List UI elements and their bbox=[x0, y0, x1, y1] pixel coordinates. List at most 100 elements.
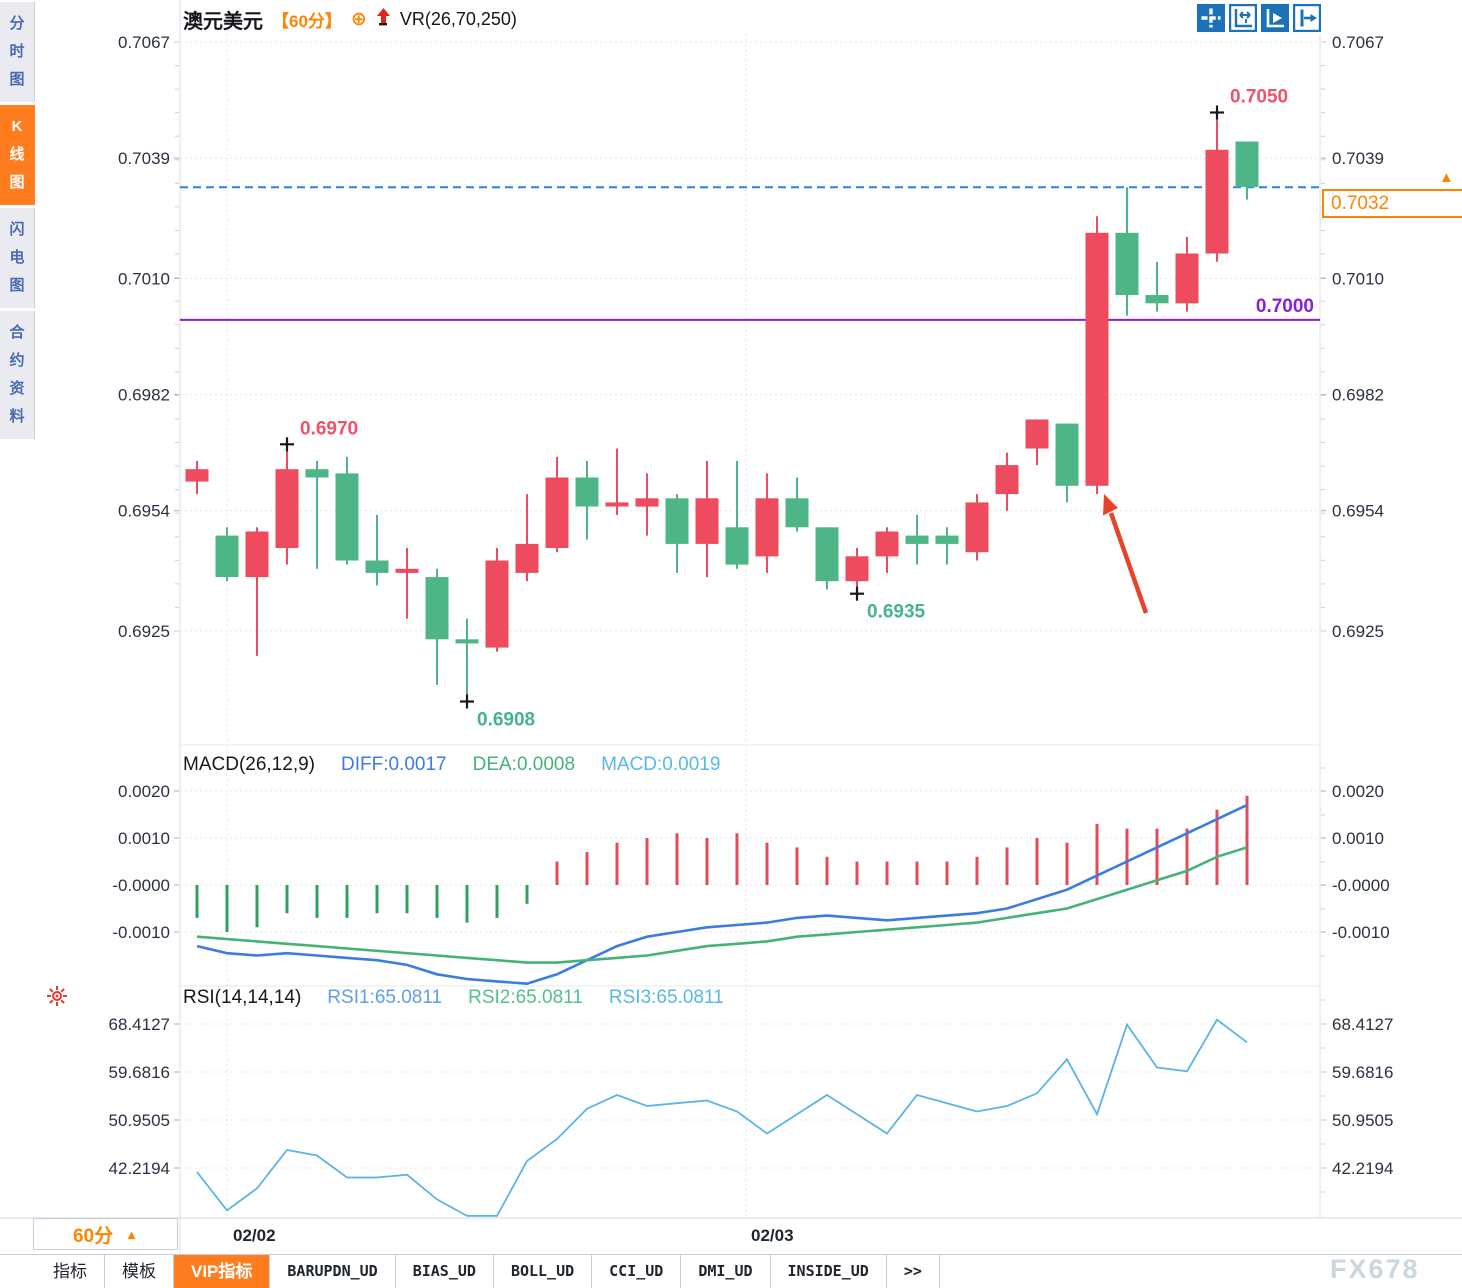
price-axis-label: 0.6982 bbox=[1332, 386, 1384, 405]
price-axis-label: 0.6982 bbox=[118, 386, 170, 405]
macd-axis-label: -0.0000 bbox=[1332, 876, 1390, 895]
bottom-tab-BARUPDN_UD[interactable]: BARUPDN_UD bbox=[270, 1255, 396, 1288]
candle-33 bbox=[1175, 237, 1199, 312]
symbol-name: 澳元美元 bbox=[183, 11, 263, 33]
chart-header: 澳元美元 【60分】 ⊕ VR(26,70,250) bbox=[183, 5, 517, 34]
bottom-tab-指标[interactable]: 指标 bbox=[36, 1255, 105, 1288]
candle-31 bbox=[1115, 187, 1139, 316]
candle-6 bbox=[365, 514, 389, 586]
pan-tool-icon[interactable] bbox=[1197, 4, 1225, 32]
candle-10 bbox=[485, 548, 509, 652]
sidebar-tab-分时图[interactable]: 分时图 bbox=[0, 2, 35, 102]
extreme-marker bbox=[850, 586, 864, 601]
bottom-tab-模板[interactable]: 模板 bbox=[105, 1255, 174, 1288]
candle-3 bbox=[275, 444, 299, 565]
candle-15 bbox=[635, 473, 659, 536]
sidebar-tab-char: 合 bbox=[9, 324, 25, 341]
bottom-tab-CCI_UD[interactable]: CCI_UD bbox=[592, 1255, 682, 1288]
bottom-tab-BOLL_UD[interactable]: BOLL_UD bbox=[494, 1255, 593, 1288]
candle-1 bbox=[215, 527, 239, 582]
interval-selector[interactable]: 60分 ▲ bbox=[33, 1218, 178, 1250]
macd-axis-label: 0.0010 bbox=[118, 829, 170, 848]
legend-item: DEA:0.0008 bbox=[472, 754, 576, 775]
annotation-label: 0.6935 bbox=[867, 602, 926, 623]
price-axis-label: 0.6925 bbox=[1332, 622, 1384, 641]
legend-item: MACD:0.0019 bbox=[601, 754, 721, 775]
bottom-tab-VIP指标[interactable]: VIP指标 bbox=[174, 1255, 271, 1288]
x-axis-label-0202: 02/02 bbox=[233, 1226, 276, 1245]
candle-12 bbox=[545, 456, 569, 553]
sidebar-tab-char: 线 bbox=[9, 146, 25, 163]
sidebar-tab-char: 图 bbox=[9, 71, 25, 88]
rsi-axis-label: 59.6816 bbox=[109, 1063, 170, 1082]
sidebar-tab-char: 时 bbox=[9, 43, 25, 60]
candle-8 bbox=[425, 568, 449, 685]
indicator-label: VR(26,70,250) bbox=[399, 9, 517, 29]
macd-axis-label: -0.0010 bbox=[112, 923, 170, 942]
price-axis-label: 0.7010 bbox=[1332, 269, 1384, 288]
macd-axis-label: 0.0010 bbox=[1332, 829, 1384, 848]
annotation-label: 0.7050 bbox=[1230, 87, 1288, 108]
candle-23 bbox=[875, 527, 899, 573]
candle-21 bbox=[815, 527, 839, 590]
candle-29 bbox=[1055, 423, 1079, 503]
interval-label: 60分 bbox=[72, 1225, 114, 1247]
candle-18 bbox=[725, 460, 749, 569]
rsi-axis-label: 42.2194 bbox=[1332, 1159, 1393, 1178]
candle-5 bbox=[335, 456, 359, 565]
candles bbox=[185, 112, 1259, 702]
bottom-tab-BIAS_UD[interactable]: BIAS_UD bbox=[396, 1255, 494, 1288]
candle-17 bbox=[695, 460, 719, 578]
axis-scale-tool-icon[interactable] bbox=[1228, 3, 1258, 33]
candle-14 bbox=[605, 448, 629, 515]
candle-7 bbox=[395, 548, 419, 619]
candle-0 bbox=[185, 460, 209, 495]
bottom-tab->>[interactable]: >> bbox=[887, 1255, 940, 1288]
macd-dea-line bbox=[196, 846, 1248, 964]
candle-16 bbox=[665, 494, 689, 573]
rsi-title: RSI(14,14,14) bbox=[183, 987, 302, 1008]
rsi-axis-label: 59.6816 bbox=[1332, 1063, 1393, 1082]
price-axis-label: 0.6954 bbox=[1332, 502, 1384, 521]
price-up-arrow-icon: ▲ bbox=[1439, 169, 1454, 186]
macd-title: MACD(26,12,9) bbox=[183, 754, 315, 775]
rsi-settings-sun-icon[interactable] bbox=[47, 986, 67, 1006]
bottom-tab-INSIDE_UD[interactable]: INSIDE_UD bbox=[771, 1255, 887, 1288]
sidebar-tab-闪电图[interactable]: 闪电图 bbox=[0, 208, 35, 308]
price-axis-label: 0.6954 bbox=[118, 502, 170, 521]
bottom-tab-bar: 指标 模板 VIP指标 BARUPDN_UD BIAS_UD BOLL_UD CCI_UD D… bbox=[0, 1254, 1462, 1288]
zoom-plus-icon[interactable]: ⊕ bbox=[350, 9, 367, 30]
candle-13 bbox=[575, 460, 599, 540]
level-line-label: 0.7000 bbox=[1256, 296, 1314, 317]
macd-diff-line bbox=[196, 803, 1248, 986]
sidebar-tab-char: 资 bbox=[9, 380, 25, 397]
macd-histogram bbox=[195, 795, 1249, 932]
candle-27 bbox=[995, 452, 1019, 511]
sidebar-tab-合约资料[interactable]: 合约资料 bbox=[0, 311, 35, 439]
candle-20 bbox=[785, 477, 809, 532]
candle-30 bbox=[1085, 216, 1109, 495]
rsi-axis-label: 68.4127 bbox=[1332, 1015, 1393, 1034]
rsi-axis-label: 68.4127 bbox=[109, 1015, 170, 1034]
candle-2 bbox=[245, 527, 269, 656]
legend-item: RSI2:65.0811 bbox=[468, 987, 583, 1008]
candle-35 bbox=[1235, 141, 1259, 200]
sidebar-tab-char: 料 bbox=[9, 408, 25, 425]
extreme-marker bbox=[460, 694, 474, 709]
go-to-latest-tool-icon[interactable] bbox=[1292, 3, 1322, 33]
legend-item: DIFF:0.0017 bbox=[341, 754, 447, 775]
macd-axis-label: 0.0020 bbox=[118, 782, 170, 801]
candle-19 bbox=[755, 473, 779, 573]
watermark: FX678 bbox=[1330, 1254, 1420, 1284]
auto-scroll-tool-icon[interactable] bbox=[1261, 4, 1289, 32]
rsi-line bbox=[196, 1018, 1248, 1217]
sidebar-tab-char: 图 bbox=[9, 174, 25, 191]
price-axis-label: 0.7067 bbox=[1332, 33, 1384, 52]
legend-item: RSI3:65.0811 bbox=[608, 987, 724, 1008]
rsi-header: RSI(14,14,14) RSI1:65.0811 RSI2:65.0811 RS… bbox=[183, 987, 724, 1009]
interval-tag: 【60分】 bbox=[272, 12, 342, 31]
legend-item: RSI1:65.0811 bbox=[327, 987, 443, 1008]
bottom-tab-DMI_UD[interactable]: DMI_UD bbox=[681, 1255, 771, 1288]
